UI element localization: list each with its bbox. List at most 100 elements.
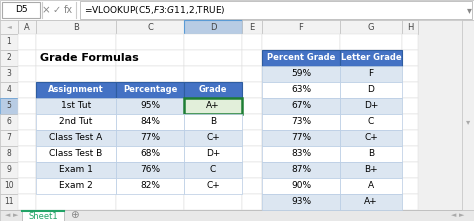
Bar: [262, 66, 340, 82]
Bar: [18, 50, 36, 66]
Bar: [402, 194, 418, 210]
Bar: [262, 162, 340, 178]
Text: C: C: [368, 118, 374, 126]
Bar: [116, 20, 184, 34]
Bar: [0, 66, 18, 82]
Bar: [116, 50, 184, 66]
Text: Letter Grade: Letter Grade: [341, 53, 401, 63]
Bar: [18, 146, 36, 162]
Bar: [184, 66, 242, 82]
Bar: [242, 20, 262, 34]
Bar: [184, 146, 242, 162]
Bar: [340, 114, 402, 130]
Bar: [0, 194, 18, 210]
Bar: [36, 98, 116, 114]
Text: B: B: [368, 149, 374, 158]
Bar: [340, 114, 402, 130]
Bar: [242, 130, 262, 146]
Bar: [36, 114, 116, 130]
Bar: [0, 82, 18, 98]
Text: 68%: 68%: [140, 149, 160, 158]
Text: C+: C+: [206, 133, 220, 143]
Bar: [18, 66, 36, 82]
Bar: [116, 178, 184, 194]
Bar: [340, 162, 402, 178]
Bar: [116, 178, 184, 194]
Text: ▾: ▾: [466, 118, 470, 126]
Bar: [242, 34, 262, 50]
Bar: [2, 2, 40, 18]
Bar: [0, 178, 18, 194]
Bar: [18, 82, 36, 98]
Text: 67%: 67%: [291, 101, 311, 110]
Text: C+: C+: [364, 133, 378, 143]
Bar: [18, 114, 36, 130]
Bar: [340, 146, 402, 162]
Bar: [0, 114, 18, 130]
Bar: [184, 50, 242, 66]
Text: 6: 6: [7, 118, 11, 126]
Bar: [340, 194, 402, 210]
Text: 76%: 76%: [140, 166, 160, 175]
Text: 82%: 82%: [140, 181, 160, 191]
Bar: [18, 20, 36, 34]
Bar: [262, 114, 340, 130]
Bar: [116, 162, 184, 178]
Text: G: G: [368, 23, 374, 32]
Bar: [262, 20, 340, 34]
Bar: [402, 66, 418, 82]
Bar: [0, 98, 18, 114]
Text: 5: 5: [7, 101, 11, 110]
Bar: [184, 146, 242, 162]
Text: ◄: ◄: [451, 213, 456, 219]
Bar: [22, 211, 64, 221]
Text: Class Test B: Class Test B: [49, 149, 103, 158]
Bar: [36, 82, 116, 98]
Text: A+: A+: [364, 198, 378, 206]
Text: A: A: [24, 23, 30, 32]
Text: C: C: [147, 23, 153, 32]
Text: ►: ►: [459, 213, 465, 219]
Text: 4: 4: [7, 86, 11, 95]
Bar: [0, 130, 18, 146]
Text: C: C: [210, 166, 216, 175]
Text: ⊕: ⊕: [70, 210, 78, 221]
Text: 77%: 77%: [140, 133, 160, 143]
Text: 7: 7: [7, 133, 11, 143]
Bar: [0, 146, 18, 162]
Bar: [340, 50, 402, 66]
Text: 87%: 87%: [291, 166, 311, 175]
Bar: [36, 98, 116, 114]
Bar: [340, 20, 402, 34]
Bar: [402, 178, 418, 194]
Text: 93%: 93%: [291, 198, 311, 206]
Bar: [340, 82, 402, 98]
Bar: [262, 50, 340, 66]
Text: 77%: 77%: [291, 133, 311, 143]
Bar: [18, 98, 36, 114]
Text: 2nd Tut: 2nd Tut: [59, 118, 93, 126]
Text: F: F: [299, 23, 303, 32]
Bar: [262, 130, 340, 146]
Bar: [262, 178, 340, 194]
Bar: [116, 130, 184, 146]
Bar: [184, 162, 242, 178]
Bar: [242, 114, 262, 130]
Text: 1st Tut: 1st Tut: [61, 101, 91, 110]
Text: Assignment: Assignment: [48, 86, 104, 95]
Bar: [184, 34, 242, 50]
Bar: [36, 146, 116, 162]
Bar: [340, 194, 402, 210]
Bar: [184, 114, 242, 130]
Bar: [184, 98, 242, 114]
Text: 11: 11: [4, 198, 14, 206]
Bar: [18, 162, 36, 178]
Bar: [402, 130, 418, 146]
Bar: [0, 50, 18, 66]
Bar: [262, 146, 340, 162]
Bar: [36, 162, 116, 178]
Bar: [402, 98, 418, 114]
Bar: [262, 114, 340, 130]
Text: B: B: [73, 23, 79, 32]
Bar: [402, 114, 418, 130]
